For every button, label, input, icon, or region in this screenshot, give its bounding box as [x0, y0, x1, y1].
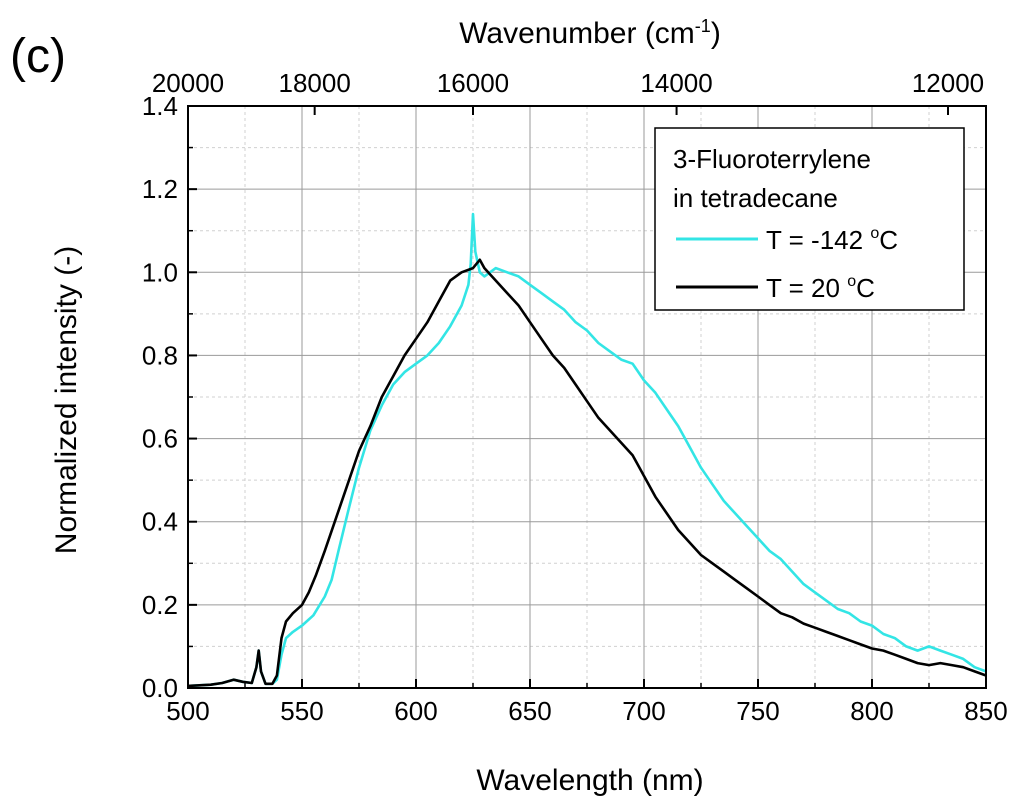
- series-line-0: [187, 212, 987, 688]
- x-tick-label: 550: [280, 696, 323, 726]
- legend-label-warm: T = 20 oC: [766, 273, 875, 303]
- tick-layer: 500 550 600 650 700 750 800 850 0.0 0.2 0.4 0.6 0.8 1…: [142, 68, 1008, 726]
- y-tick-label: 1.2: [142, 174, 178, 204]
- y-tick-label: 1.0: [142, 257, 178, 287]
- legend-title-line-2: in tetradecane: [673, 183, 838, 213]
- x-tick-label: 700: [622, 696, 665, 726]
- top-axis-title: Wavenumber (cm-1): [459, 16, 721, 50]
- series-line-1: [187, 258, 987, 688]
- y-tick-label: 0.8: [142, 340, 178, 370]
- x-tick-label: 750: [736, 696, 779, 726]
- x-axis-title: Wavelength (nm): [476, 764, 703, 797]
- series-layer: [187, 212, 987, 688]
- top-tick-label: 14000: [640, 68, 712, 98]
- y-axis-title: Normalized intensity (-): [50, 246, 83, 554]
- y-tick-label: 0.4: [142, 507, 178, 537]
- x-tick-label: 600: [394, 696, 437, 726]
- legend-label-cold: T = -142 oC: [766, 225, 898, 255]
- legend: 3-Fluoroterrylene in tetradecane T = -14…: [654, 127, 965, 311]
- y-tick-label: 0.2: [142, 590, 178, 620]
- x-tick-label: 500: [166, 696, 209, 726]
- top-tick-label: 12000: [912, 68, 984, 98]
- x-tick-label: 850: [964, 696, 1007, 726]
- top-tick-label: 20000: [152, 68, 224, 98]
- legend-box: [654, 127, 965, 311]
- top-tick-label: 16000: [437, 68, 509, 98]
- legend-title-line-1: 3-Fluoroterrylene: [673, 144, 871, 174]
- x-tick-label: 650: [508, 696, 551, 726]
- panel-label: (c): [10, 30, 66, 83]
- y-tick-label: 0.0: [142, 673, 178, 703]
- y-tick-label: 0.6: [142, 424, 178, 454]
- y-tick-label: 1.4: [142, 91, 178, 121]
- top-tick-label: 18000: [279, 68, 351, 98]
- x-tick-label: 800: [850, 696, 893, 726]
